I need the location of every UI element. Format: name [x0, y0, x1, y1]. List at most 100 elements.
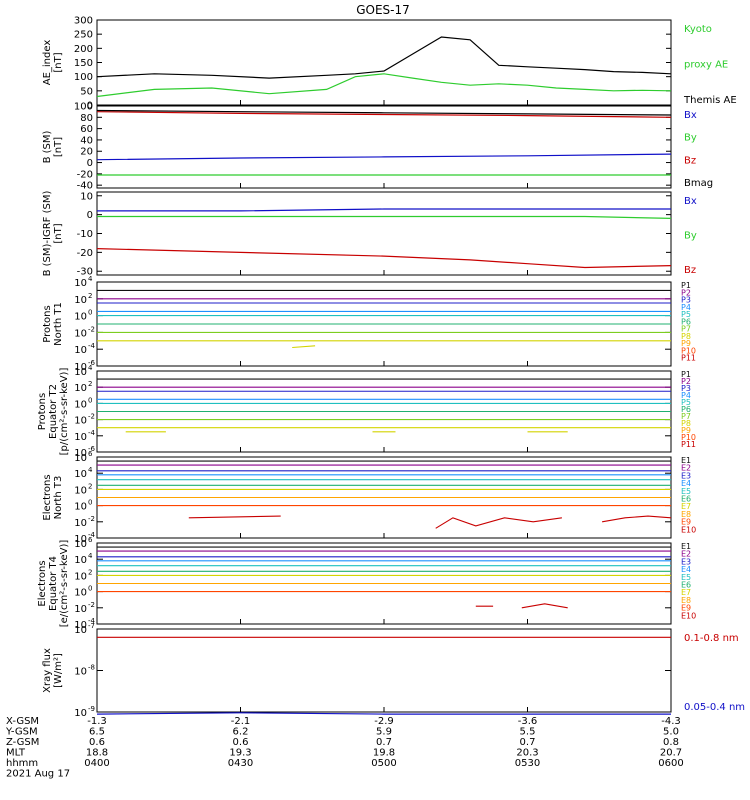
legend-entry: By: [684, 231, 697, 242]
series-line: [97, 215, 672, 219]
y-tick-label: 10: [74, 620, 87, 631]
channel-legend: E8: [681, 596, 691, 605]
y-tick-label: -20: [77, 248, 93, 259]
plot-title: GOES-17: [356, 3, 410, 17]
series-line: [96, 111, 672, 118]
y-tick-label: 10: [74, 604, 87, 615]
y-tick-label: 10: [74, 312, 87, 323]
channel-legend: P7: [681, 412, 691, 421]
y-tick-label: 150: [74, 58, 93, 69]
legend-entry: Bmag: [684, 178, 713, 189]
channel-legend: P3: [681, 296, 691, 305]
legend-entry: Bx: [684, 110, 697, 121]
channel-legend: P4: [681, 303, 691, 312]
y-axis-label: B (SM): [42, 130, 53, 163]
y-axis-label: Protons: [37, 393, 48, 430]
y-tick-exponent: -4: [88, 429, 96, 437]
y-tick-exponent: -8: [88, 664, 95, 672]
y-axis-label: B (SM)-IGRF (SM): [42, 191, 53, 277]
x-axis-value: -4.3: [661, 716, 681, 727]
series-line: [96, 36, 672, 79]
x-axis-value: 0.6: [233, 737, 249, 748]
channel-legend: P3: [681, 384, 691, 393]
legend-entry: 0.05-0.4 nm: [684, 702, 745, 713]
y-tick-label: 250: [74, 30, 93, 41]
y-tick-label: 50: [80, 86, 93, 97]
y-axis-label: North T1: [53, 302, 64, 346]
y-axis-label: [W/m²]: [53, 653, 64, 688]
x-axis-value: 0.6: [89, 737, 105, 748]
panel-frame: [96, 19, 672, 106]
x-axis-value: 0.8: [663, 737, 679, 748]
channel-legend: P1: [681, 370, 691, 379]
y-tick-label: 10: [74, 485, 87, 496]
y-tick-label: -30: [77, 267, 93, 278]
y-tick-exponent: 0: [88, 585, 92, 593]
channel-segment: [602, 515, 672, 523]
series-line: [96, 109, 672, 116]
channel-legend: E1: [681, 542, 691, 551]
x-axis-value: 0500: [371, 758, 396, 769]
legend-entry: proxy AE: [684, 60, 728, 71]
x-axis-value: 19.3: [229, 748, 251, 759]
channel-segment: [292, 345, 316, 349]
channel-legend: E6: [681, 495, 691, 504]
x-axis-value: 0430: [228, 758, 253, 769]
y-tick-exponent: 2: [88, 568, 92, 576]
x-axis-value: 6.5: [89, 727, 105, 738]
y-tick-exponent: 6: [88, 536, 93, 544]
y-tick-label: 10: [74, 448, 87, 459]
channel-legend: P2: [681, 288, 691, 297]
y-tick-exponent: 4: [88, 466, 93, 474]
series-line: [96, 248, 672, 269]
y-tick-exponent: 4: [88, 364, 93, 372]
y-tick-label: 10: [74, 278, 87, 289]
channel-legend: E3: [681, 557, 691, 566]
y-tick-label: -10: [77, 229, 93, 240]
y-tick-exponent: -6: [88, 359, 96, 367]
y-tick-label: 60: [80, 124, 93, 135]
y-axis-label: [nT]: [53, 137, 64, 157]
x-axis-value: -1.3: [87, 716, 107, 727]
channel-segment: [435, 517, 562, 529]
panel-frame: [96, 105, 672, 189]
y-tick-label: 0: [87, 158, 93, 169]
x-axis-value: 20.7: [660, 748, 682, 759]
channel-legend: E5: [681, 487, 691, 496]
x-axis-value: -2.1: [231, 716, 251, 727]
channel-legend: P8: [681, 332, 691, 341]
channel-legend: E5: [681, 573, 691, 582]
channel-legend: E4: [681, 479, 691, 488]
channel-legend: P6: [681, 405, 691, 414]
y-tick-label: 10: [74, 667, 87, 678]
series-line: [97, 208, 671, 212]
y-tick-label: 10: [74, 534, 87, 545]
channel-legend: P8: [681, 419, 691, 428]
panel-frame: [96, 628, 672, 713]
y-tick-label: -40: [77, 181, 93, 192]
series-line: [96, 712, 671, 715]
channel-legend: P5: [681, 310, 691, 319]
y-axis-label: Electrons: [42, 474, 53, 520]
panel-frame: [96, 191, 672, 276]
legend-entry: By: [684, 133, 697, 144]
y-tick-exponent: 2: [88, 380, 92, 388]
x-axis-value: 0.7: [520, 737, 536, 748]
channel-legend: E9: [681, 604, 691, 613]
channel-legend: E10: [681, 611, 696, 620]
x-axis-value: 0.7: [376, 737, 392, 748]
legend-entry: Themis AE: [683, 95, 737, 106]
y-axis-label: [e/(cm²-s-sr-keV)]: [59, 540, 70, 628]
y-tick-label: 10: [74, 362, 87, 373]
channel-legend: P9: [681, 426, 691, 435]
y-tick-label: 10: [74, 625, 87, 636]
y-axis-label: North T3: [53, 476, 64, 520]
x-axis-value: 5.5: [520, 727, 536, 738]
channel-segment: [188, 515, 281, 519]
series-line: [96, 73, 672, 98]
channel-legend: E7: [681, 502, 691, 511]
y-tick-label: 100: [74, 102, 93, 113]
x-axis-value: -2.9: [374, 716, 394, 727]
